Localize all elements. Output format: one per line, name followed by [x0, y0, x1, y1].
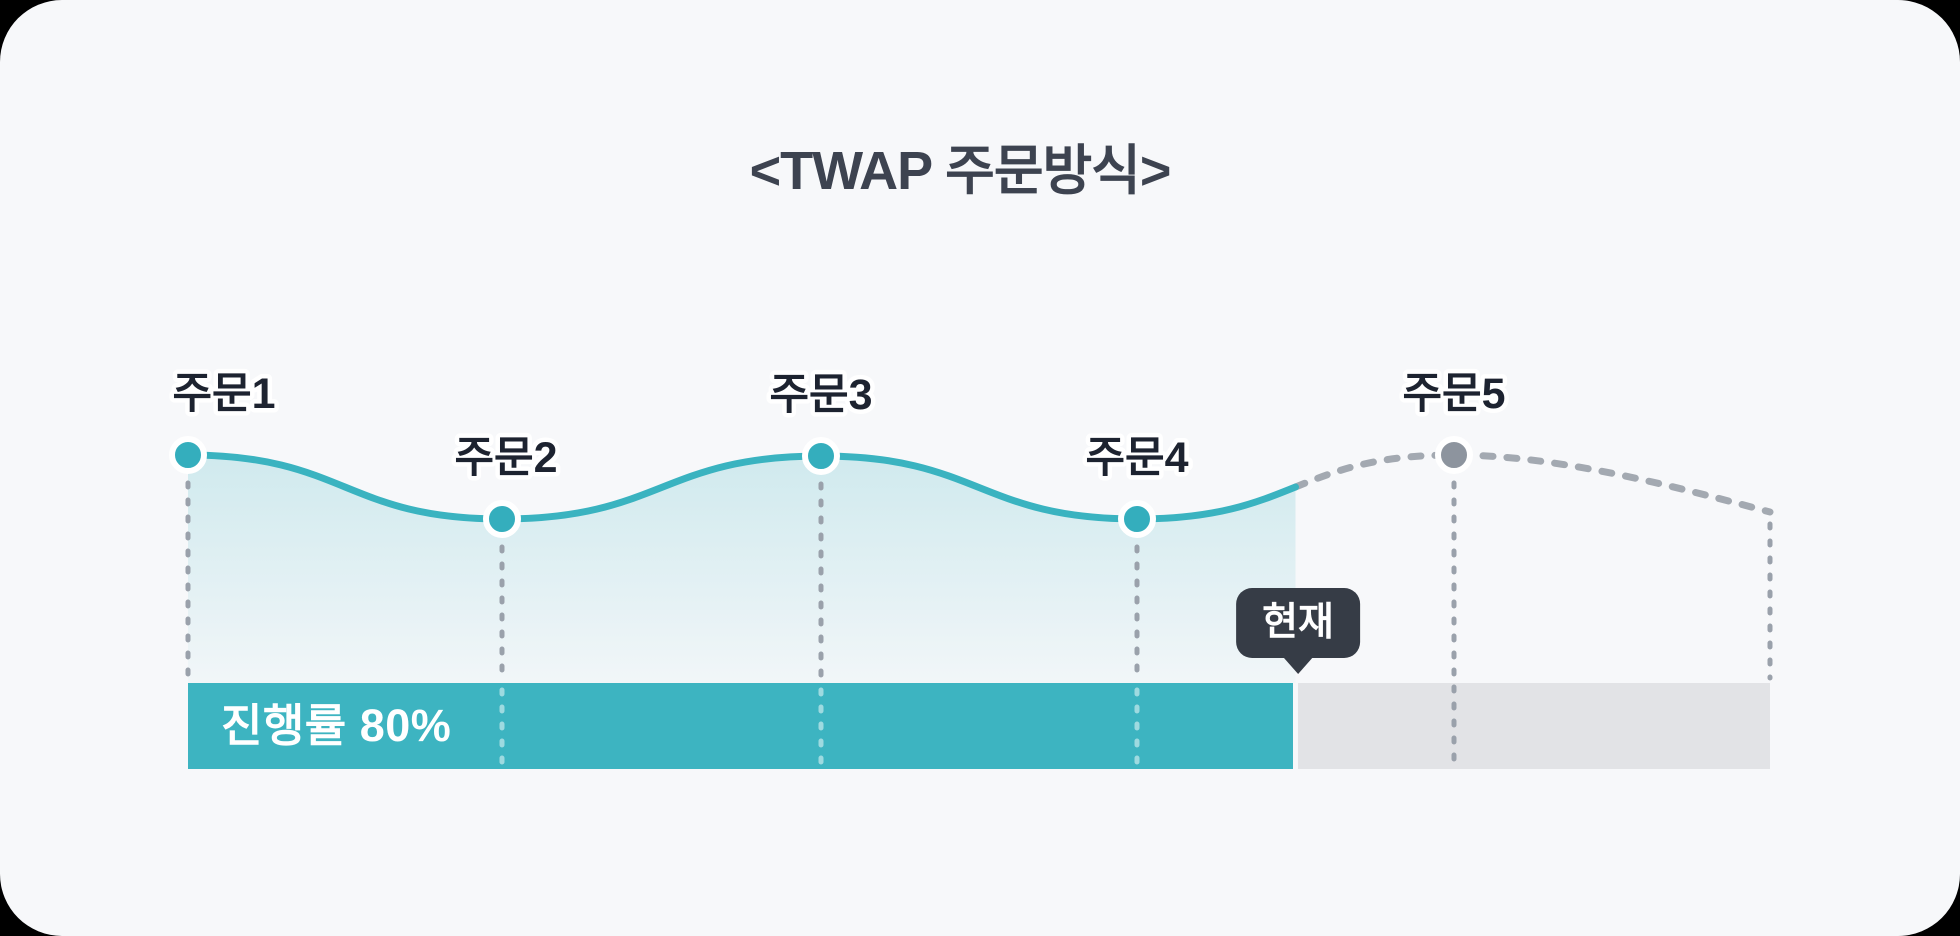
- progress-label: 진행률 80%: [221, 700, 452, 751]
- order-label-1: 주문1: [172, 370, 275, 418]
- progress-bar-done: [188, 683, 1293, 769]
- order-dot-3: [802, 437, 840, 475]
- diagram-title: <TWAP 주문방식>: [749, 141, 1172, 201]
- executed-area-fill: [188, 455, 1296, 683]
- order-dot-2: [483, 500, 521, 538]
- order-dot-1: [169, 436, 207, 474]
- order-label-2: 주문2: [454, 434, 557, 482]
- order-dot-4: [1118, 500, 1156, 538]
- order-label-3: 주문3: [769, 371, 872, 419]
- order-dot-5: [1435, 436, 1473, 474]
- projected-curve: [1292, 451, 1774, 516]
- progress-bar-remaining: [1298, 683, 1770, 769]
- order-label-4: 주문4: [1085, 434, 1188, 482]
- order-label-5: 주문5: [1402, 370, 1505, 418]
- current-badge: 현재: [1236, 588, 1360, 658]
